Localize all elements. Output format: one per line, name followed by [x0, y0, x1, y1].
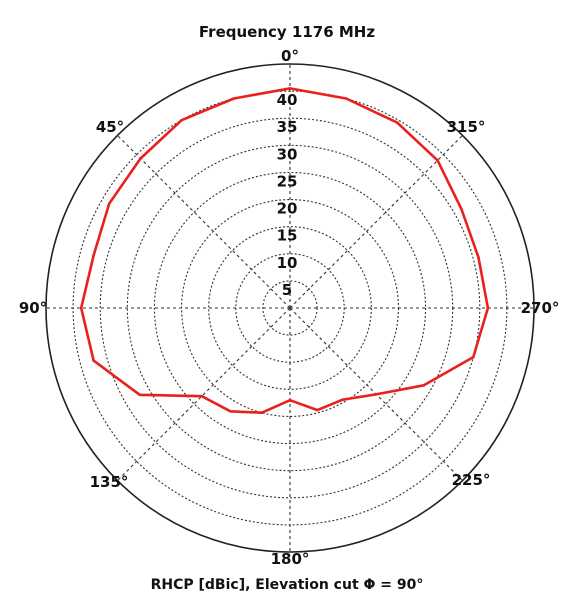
x-axis-label: RHCP [dBic], Elevation cut Φ = 90° — [151, 577, 424, 593]
angle-label: 0° — [281, 47, 299, 65]
grid-ring — [153, 171, 427, 445]
series-point — [288, 87, 292, 90]
series-point — [486, 306, 490, 310]
grid-ring — [99, 117, 481, 499]
radial-tick-label: 25 — [277, 172, 298, 190]
series-point — [107, 202, 111, 205]
series-layer — [79, 87, 490, 415]
series-point — [341, 398, 345, 401]
radial-tick-label: 30 — [277, 145, 298, 163]
series-point — [92, 359, 95, 362]
radial-tick-label: 5 — [282, 281, 292, 299]
series-point — [229, 410, 232, 413]
series-point — [344, 97, 348, 100]
angle-label: 45° — [96, 118, 124, 136]
angle-label: 315° — [447, 118, 486, 136]
polar-grid — [45, 63, 535, 553]
radial-tick-label: 10 — [277, 254, 298, 272]
grid-spoke — [117, 135, 291, 309]
chart-title: Frequency 1176 MHz — [199, 23, 375, 41]
series-point — [422, 384, 426, 387]
series-point — [375, 393, 378, 396]
label-layer: 5 10 15 20 25 30 35 40 0° 45° 90° 135° 180° 225° 270° 3… — [19, 47, 560, 568]
series-point — [472, 355, 475, 359]
grid-spoke — [117, 307, 291, 481]
series-point — [395, 121, 399, 124]
angle-label: 225° — [452, 471, 491, 489]
series-point — [460, 207, 463, 211]
grid-spoke — [289, 135, 463, 309]
angle-label: 90° — [19, 299, 47, 317]
series-point — [79, 306, 83, 310]
outer-ring — [45, 63, 535, 553]
radial-tick-label: 40 — [277, 91, 298, 109]
series-point — [316, 408, 319, 412]
series-point — [436, 159, 439, 162]
radial-tick-label: 35 — [277, 118, 298, 136]
series-point — [138, 393, 141, 397]
series-point — [92, 254, 95, 257]
series-point — [139, 157, 142, 160]
grid-ring — [208, 226, 372, 390]
series-line-0 — [79, 87, 490, 414]
series-point — [180, 118, 183, 122]
angle-label: 270° — [521, 299, 560, 317]
series-point — [288, 398, 292, 402]
series-point — [200, 394, 204, 398]
angle-label: 135° — [90, 473, 129, 491]
series-point — [260, 411, 264, 415]
series-point — [477, 256, 480, 259]
radial-tick-label: 15 — [277, 227, 298, 245]
angle-label: 180° — [271, 550, 310, 568]
series-point — [232, 97, 236, 100]
grid-ring — [262, 280, 318, 336]
radial-tick-label: 20 — [277, 200, 298, 218]
